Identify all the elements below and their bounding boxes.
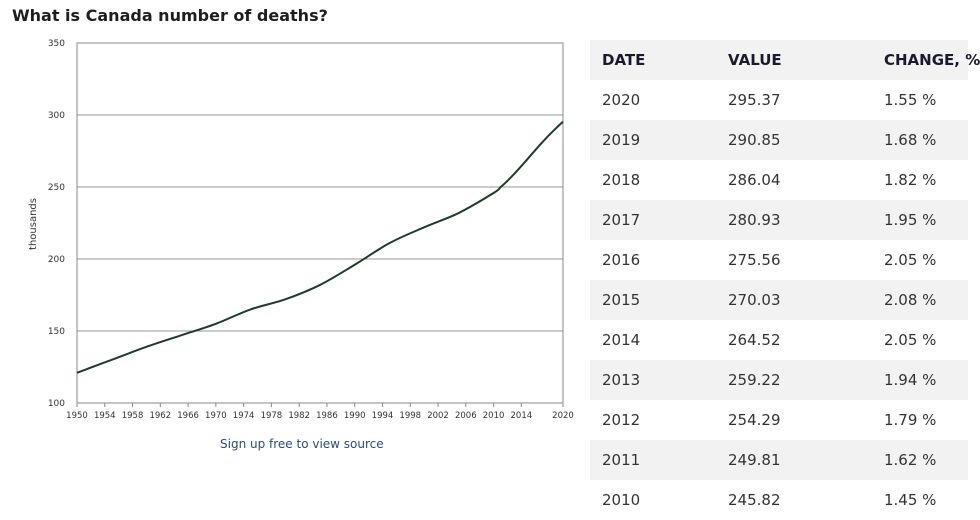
- table-body: 2020 295.37 1.55 % 2019 290.85 1.68 % 2018 286.…: [590, 80, 968, 520]
- x-tick-label: 1958: [122, 411, 144, 421]
- chart-gridlines: [77, 42, 563, 404]
- cell-change: 2.08 %: [872, 280, 968, 320]
- cell-value: 259.22: [716, 360, 872, 400]
- table-row: 2010 245.82 1.45 %: [590, 480, 968, 520]
- table-row: 2012 254.29 1.79 %: [590, 400, 968, 440]
- x-tick-label: 1982: [288, 411, 310, 421]
- cell-change: 1.55 %: [872, 80, 968, 120]
- cell-value: 249.81: [716, 440, 872, 480]
- table-row: 2017 280.93 1.95 %: [590, 200, 968, 240]
- cell-value: 275.56: [716, 240, 872, 280]
- x-tick-label: 2014: [511, 411, 533, 421]
- x-tick-label: 1970: [205, 411, 227, 421]
- cell-value: 280.93: [716, 200, 872, 240]
- page-title: What is Canada number of deaths?: [12, 6, 328, 25]
- cell-value: 264.52: [716, 320, 872, 360]
- cell-date: 2020: [590, 80, 716, 120]
- y-tick-label: 300: [48, 111, 65, 121]
- table-row: 2019 290.85 1.68 %: [590, 120, 968, 160]
- cell-date: 2011: [590, 440, 716, 480]
- cell-date: 2015: [590, 280, 716, 320]
- x-tick-label: 2002: [427, 411, 449, 421]
- y-tick-label: 100: [48, 399, 65, 409]
- table-header-row: DATE VALUE CHANGE, %: [590, 40, 980, 80]
- cell-value: 254.29: [716, 400, 872, 440]
- cell-value: 286.04: [716, 160, 872, 200]
- x-tick-label: 1962: [149, 411, 171, 421]
- x-tick-label: 1954: [94, 411, 116, 421]
- header-value: VALUE: [716, 40, 872, 80]
- x-tick-label: 1994: [372, 411, 394, 421]
- y-axis-label: thousands: [28, 198, 39, 250]
- cell-value: 295.37: [716, 80, 872, 120]
- cell-date: 2012: [590, 400, 716, 440]
- y-tick-label: 350: [48, 39, 65, 49]
- plot-frame: [76, 42, 564, 404]
- x-tick-label: 2010: [483, 411, 505, 421]
- y-axis-ticks: 100 150 200 250 300 350: [48, 39, 65, 409]
- y-tick-label: 200: [48, 255, 65, 265]
- x-tick-label: 2020: [552, 411, 574, 421]
- table-row: 2011 249.81 1.62 %: [590, 440, 968, 480]
- x-tick-label: 1990: [344, 411, 366, 421]
- y-tick-label: 150: [48, 327, 65, 337]
- table-row: 2020 295.37 1.55 %: [590, 80, 968, 120]
- cell-change: 1.95 %: [872, 200, 968, 240]
- cell-change: 1.62 %: [872, 440, 968, 480]
- cell-date: 2018: [590, 160, 716, 200]
- cell-change: 1.45 %: [872, 480, 968, 520]
- series-line-deaths: [76, 120, 564, 374]
- cell-value: 245.82: [716, 480, 872, 520]
- cell-change: 1.82 %: [872, 160, 968, 200]
- y-tick-label: 250: [48, 183, 65, 193]
- cell-date: 2016: [590, 240, 716, 280]
- cell-date: 2013: [590, 360, 716, 400]
- cell-change: 1.79 %: [872, 400, 968, 440]
- x-tick-label: 1998: [399, 411, 421, 421]
- x-tick-label: 1974: [233, 411, 255, 421]
- x-tick-label: 2006: [455, 411, 477, 421]
- x-tick-label: 1950: [66, 411, 88, 421]
- x-tick-label: 1986: [316, 411, 338, 421]
- cell-value: 290.85: [716, 120, 872, 160]
- table-row: 2013 259.22 1.94 %: [590, 360, 968, 400]
- x-tick-label: 1966: [177, 411, 199, 421]
- cell-date: 2014: [590, 320, 716, 360]
- header-change: CHANGE, %: [872, 40, 980, 80]
- cell-value: 270.03: [716, 280, 872, 320]
- table-row: 2018 286.04 1.82 %: [590, 160, 968, 200]
- x-tick-label: 1978: [261, 411, 283, 421]
- cell-date: 2017: [590, 200, 716, 240]
- cell-change: 2.05 %: [872, 320, 968, 360]
- table-row: 2016 275.56 2.05 %: [590, 240, 968, 280]
- header-date: DATE: [590, 40, 716, 80]
- cell-change: 2.05 %: [872, 240, 968, 280]
- cell-date: 2019: [590, 120, 716, 160]
- view-source-link[interactable]: Sign up free to view source: [220, 437, 384, 451]
- cell-change: 1.68 %: [872, 120, 968, 160]
- cell-change: 1.94 %: [872, 360, 968, 400]
- table-row: 2015 270.03 2.08 %: [590, 280, 968, 320]
- data-table: DATE VALUE CHANGE, % 2020 295.37 1.55 % 201…: [590, 40, 980, 520]
- cell-date: 2010: [590, 480, 716, 520]
- table-row: 2014 264.52 2.05 %: [590, 320, 968, 360]
- x-axis-ticks: 1950 1954 1958 1962 1966 1970 1974 1978 1982 1986…: [66, 403, 574, 421]
